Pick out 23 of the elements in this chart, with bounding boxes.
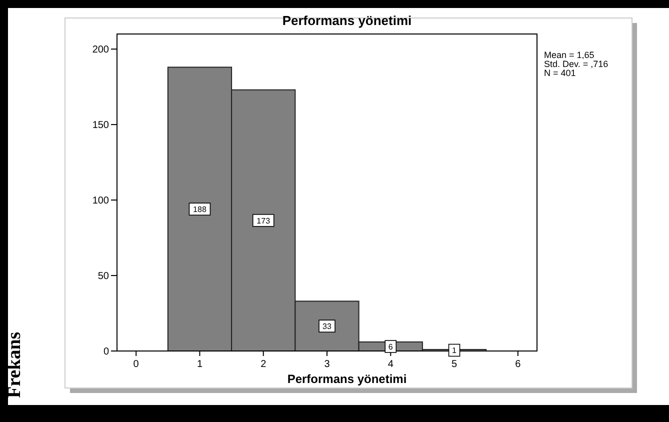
data-label: 1 xyxy=(452,346,458,356)
x-tick-label: 3 xyxy=(324,359,330,370)
chart-title: Performans yönetimi xyxy=(282,13,412,28)
y-tick-label: 0 xyxy=(103,346,110,358)
x-tick-label: 2 xyxy=(260,359,267,370)
x-tick-label: 4 xyxy=(388,359,394,370)
data-label: 188 xyxy=(193,205,207,214)
x-tick-label: 1 xyxy=(196,359,203,370)
x-tick-label: 0 xyxy=(133,359,140,370)
x-tick-label: 6 xyxy=(515,359,522,370)
data-label: 173 xyxy=(256,216,271,226)
data-label: 33 xyxy=(322,322,332,332)
data-label: 6 xyxy=(388,342,394,352)
y-tick-label: 100 xyxy=(92,196,110,207)
text: N = 401 xyxy=(544,68,576,78)
x-axis-title: Performans yönetimi xyxy=(287,372,407,386)
x-tick-label: 5 xyxy=(451,359,458,370)
text: Std. Dev. = ,716 xyxy=(544,59,608,69)
text: Mean = 1,65 xyxy=(544,50,594,60)
y-tick-label: 50 xyxy=(98,271,110,282)
y-tick-label: 200 xyxy=(92,44,110,56)
y-tick-label: 150 xyxy=(92,120,110,132)
y-axis-title: Frekans xyxy=(4,332,25,398)
